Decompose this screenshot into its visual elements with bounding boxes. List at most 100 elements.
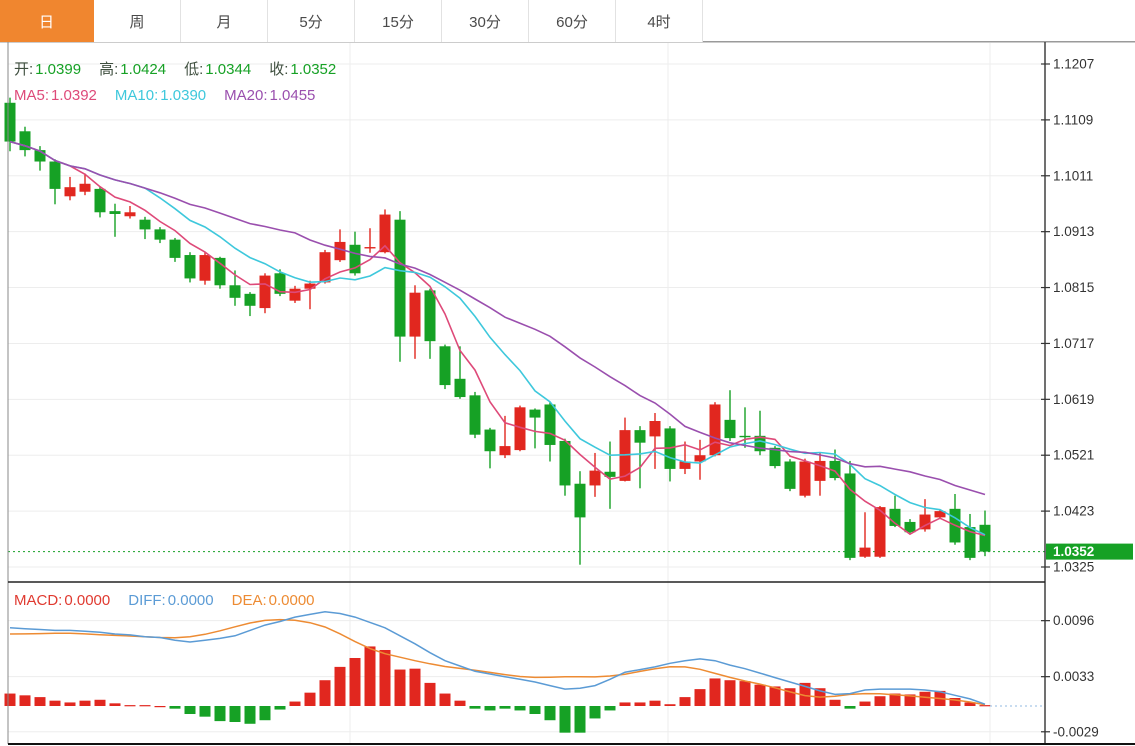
candle-body	[709, 404, 721, 456]
diff-line	[9, 611, 986, 705]
timeframe-tabbar: 日周月 5分 15分 30分 60分 4时	[0, 0, 1135, 42]
tab-5min[interactable]: 5分	[268, 0, 355, 42]
price-tick-label: 1.1207	[1053, 56, 1094, 71]
tab-4hour[interactable]: 4时	[616, 0, 703, 42]
candle-body	[184, 255, 196, 279]
macd-histogram-bar	[304, 692, 316, 706]
macd-histogram-bar	[124, 705, 136, 707]
macd-histogram-bar	[574, 706, 586, 733]
candle-body	[304, 283, 316, 289]
macd-histogram-bar	[259, 706, 271, 721]
macd-histogram-bar	[169, 706, 181, 709]
macd-histogram-bar	[589, 706, 601, 719]
macd-histogram-bar	[94, 699, 106, 706]
price-tick-label: 1.0913	[1053, 224, 1094, 239]
macd-histogram-bar	[334, 666, 346, 706]
macd-histogram-bar	[784, 688, 796, 706]
candle-body	[679, 461, 691, 469]
candle-body	[979, 524, 991, 552]
macd-histogram-bar	[79, 700, 91, 706]
macd-histogram-bar	[919, 691, 931, 706]
macd-histogram-bar	[484, 706, 496, 711]
ma5-line	[9, 140, 986, 537]
macd-histogram-bar	[469, 706, 481, 709]
macd-histogram-bar	[409, 668, 421, 706]
tab-day[interactable]: 日	[0, 0, 94, 42]
candle-body	[409, 292, 421, 337]
tab-week[interactable]: 周	[94, 0, 181, 42]
candle-body	[289, 288, 301, 301]
macd-histogram-bar	[739, 681, 751, 706]
macd-histogram-bar	[514, 706, 526, 711]
candle-body	[259, 275, 271, 309]
macd-histogram-bar	[874, 696, 886, 706]
macd-histogram-bar	[439, 693, 451, 706]
macd-histogram-bar	[664, 704, 676, 706]
price-tick-label: 1.0521	[1053, 448, 1094, 463]
tab-15min[interactable]: 15分	[355, 0, 442, 42]
candle-body	[4, 102, 16, 142]
macd-histogram-bar	[619, 702, 631, 706]
candle-body	[214, 257, 226, 286]
macd-histogram-bar	[529, 706, 541, 715]
ma10-line	[9, 140, 986, 536]
candle-body	[649, 421, 661, 437]
macd-histogram-bar	[904, 694, 916, 706]
price-tick-label: 1.0815	[1053, 280, 1094, 295]
macd-histogram-bar	[964, 702, 976, 706]
candle-body	[379, 214, 391, 253]
macd-histogram-bar	[244, 706, 256, 724]
macd-histogram-bar	[559, 706, 571, 733]
macd-histogram-bar	[364, 646, 376, 706]
candle-body	[439, 346, 451, 386]
macd-histogram-bar	[19, 695, 31, 706]
macd-histogram-bar	[4, 693, 16, 706]
macd-histogram-bar	[679, 697, 691, 706]
candle-body	[454, 378, 466, 398]
price-tick-label: 1.0717	[1053, 336, 1094, 351]
macd-histogram-bar	[139, 705, 151, 707]
macd-histogram-bar	[694, 689, 706, 706]
candle-body	[514, 407, 526, 451]
candle-body	[964, 527, 976, 558]
candle-body	[739, 435, 751, 438]
candle-body	[229, 285, 241, 298]
ma20-line	[9, 140, 986, 496]
candle-body	[754, 435, 766, 452]
candle-body	[109, 211, 121, 214]
candle-body	[79, 183, 91, 192]
macd-histogram-bar	[274, 706, 286, 710]
macd-histogram-bar	[229, 706, 241, 723]
candle-body	[469, 395, 481, 435]
candle-body	[919, 514, 931, 530]
current-price-label: 1.0352	[1053, 544, 1094, 559]
candle-body	[19, 131, 31, 151]
candle-body	[124, 212, 136, 217]
macd-histogram-bar	[184, 706, 196, 715]
macd-histogram-bar	[109, 703, 121, 706]
macd-histogram-bar	[859, 701, 871, 706]
candle-body	[904, 521, 916, 533]
candle-body	[274, 273, 286, 294]
candle-body	[499, 446, 511, 456]
candle-body	[364, 247, 376, 249]
price-tick-label: 1.1011	[1053, 168, 1093, 183]
macd-histogram-bar	[769, 686, 781, 706]
tab-60min[interactable]: 60分	[529, 0, 616, 42]
dea-line	[9, 618, 986, 706]
candle-body	[859, 547, 871, 557]
candle-body	[199, 255, 211, 281]
macd-histogram-bar	[379, 649, 391, 706]
macd-histogram-bar	[64, 702, 76, 706]
tab-30min[interactable]: 30分	[442, 0, 529, 42]
candle-body	[694, 455, 706, 462]
candle-body	[574, 483, 586, 518]
macd-histogram-bar	[214, 706, 226, 722]
candle-body	[484, 429, 496, 452]
macd-histogram-bar	[394, 669, 406, 706]
candle-body	[334, 241, 346, 261]
tab-month[interactable]: 月	[181, 0, 268, 42]
candle-body	[784, 461, 796, 489]
macd-histogram-bar	[349, 657, 361, 706]
